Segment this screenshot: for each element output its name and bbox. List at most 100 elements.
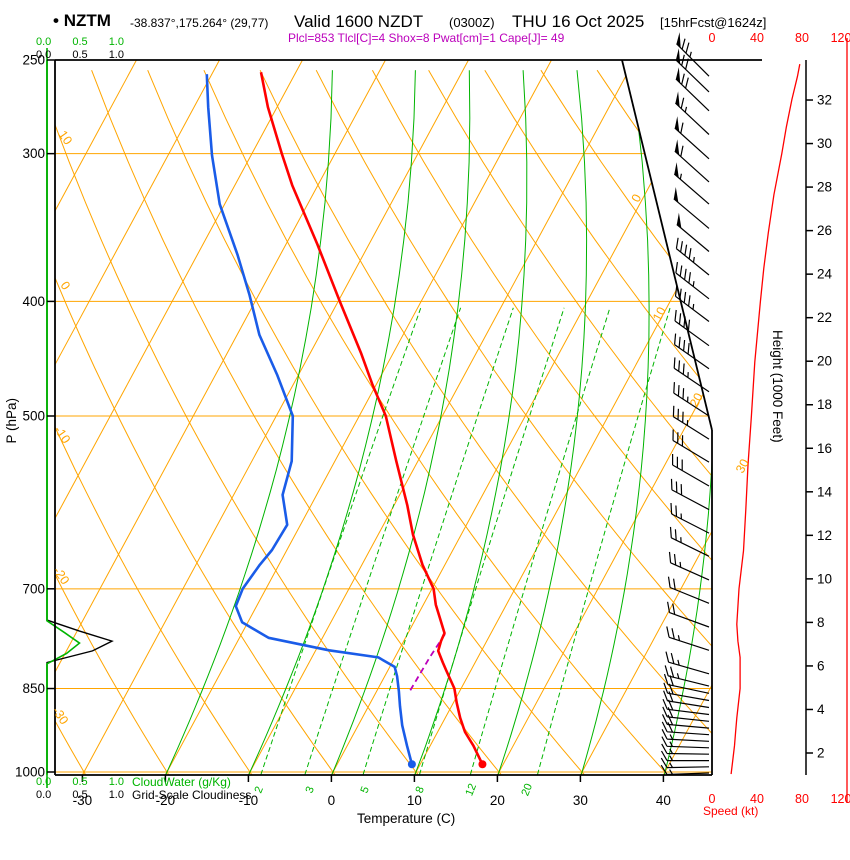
station-coords: -38.837°,175.264° (29,77) (130, 16, 269, 30)
height-tick: 20 (817, 354, 832, 369)
pressure-tick: 300 (22, 146, 45, 161)
isotherm-label: 30 (733, 457, 752, 476)
cloudwater-scale-bottom: 0.0 0.5 1.0 (36, 776, 124, 788)
station-bullet: • (53, 11, 64, 30)
temp-tick: 40 (656, 793, 671, 808)
speed-tick-top: 40 (750, 31, 764, 45)
scale-1: 1.0 (108, 36, 124, 48)
height-tick: 24 (817, 267, 833, 282)
moist-and-mixing-lines (165, 70, 712, 775)
speed-tick-bottom: 0 (709, 792, 716, 806)
dry-adiabat-label: 10 (56, 128, 75, 147)
forecast-hour: [15hrFcst@1624z] (660, 15, 767, 30)
temp-tick: 30 (573, 793, 588, 808)
height-tick: 16 (817, 441, 832, 456)
temp-tick: -10 (239, 793, 259, 808)
temp-tick: 20 (490, 793, 505, 808)
height-tick: 6 (817, 658, 825, 673)
valid-date: THU 16 Oct 2025 (512, 12, 645, 31)
mixing-ratio-label: 2 (253, 785, 266, 795)
height-tick: 32 (817, 93, 832, 108)
scale-0: 0.0 (36, 49, 52, 61)
speed-tick-top: 120 (831, 31, 850, 45)
station-name: NZTM (63, 11, 111, 30)
height-tick: 30 (817, 136, 832, 151)
valid-time: Valid 1600 NZDT (294, 12, 424, 31)
pressure-tick: 700 (22, 581, 45, 596)
scale-05: 0.5 (72, 36, 88, 48)
cloudiness-axis-label: Grid-Scale Cloudiness (132, 788, 252, 802)
plot-frame (54, 59, 762, 776)
speed-axis-label: Speed (kt) (703, 804, 759, 818)
temperature-axis-label: Temperature (C) (357, 811, 456, 826)
scale-05: 0.5 (72, 789, 88, 801)
height-tick: 4 (817, 702, 825, 717)
height-tick: 18 (817, 397, 832, 412)
pressure-tick: 500 (22, 409, 45, 424)
scale-0: 0.0 (36, 36, 52, 48)
height-tick: 22 (817, 310, 832, 325)
height-tick: 14 (817, 484, 833, 499)
speed-tick-top: 0 (709, 31, 716, 45)
cloudwater-scale-top: 0.0 0.5 1.0 (36, 36, 124, 48)
pressure-tick: 250 (22, 53, 45, 68)
speed-tick-bottom: 80 (795, 792, 809, 806)
height-tick: 2 (817, 746, 825, 761)
surface-dewpoint-dot (407, 760, 416, 769)
wind-barbs (660, 32, 710, 776)
scale-05: 0.5 (72, 776, 88, 788)
temp-tick: 0 (328, 793, 336, 808)
isotherm-label: 10 (650, 305, 669, 324)
scale-1: 1.0 (108, 776, 124, 788)
parcel-path (409, 630, 448, 691)
scale-1: 1.0 (108, 789, 124, 801)
isotherm-label: 0 (629, 192, 645, 205)
speed-tick-top: 80 (795, 31, 809, 45)
speed-tick-bottom: 40 (750, 792, 764, 806)
height-tick: 8 (817, 615, 825, 630)
speed-profile: 0 0 40 40 80 80 120 120 (709, 31, 850, 806)
temp-tick: -30 (73, 793, 93, 808)
skewt-grid (55, 60, 712, 775)
valid-zulu: (0300Z) (449, 15, 495, 30)
cloudwater-axis-label: CloudWater (g/Kg) (132, 775, 231, 789)
sounding-indices: Plcl=853 Tlcl[C]=4 Shox=8 Pwat[cm]=1 Cap… (288, 31, 565, 45)
scale-0: 0.0 (36, 776, 52, 788)
pressure-axis-label: P (hPa) (4, 398, 19, 444)
pressure-tick: 1000 (15, 765, 45, 780)
scale-1: 1.0 (108, 49, 124, 61)
surface-temp-dot (478, 760, 487, 769)
cloudiness-scale-top: 0.0 0.5 1.0 (36, 49, 124, 61)
station-label: • NZTM (53, 11, 111, 31)
isotherm-label: 20 (687, 391, 706, 410)
mixing-ratio-label: 12 (463, 782, 479, 798)
height-axis-label: Height (1000 Feet) (770, 330, 785, 443)
cloudiness-scale-bottom: 0.0 0.5 1.0 (36, 789, 124, 801)
mixing-ratio-label: 8 (414, 785, 427, 795)
pressure-tick: 400 (22, 294, 45, 309)
mixing-ratio-label: 20 (519, 782, 535, 798)
dry-adiabat-label: -30 (49, 704, 71, 727)
temperature-axis: -30 -20 -10 0 10 20 30 40 (73, 775, 671, 808)
height-tick: 10 (817, 571, 832, 586)
pressure-axis: 250 300 400 500 700 850 1000 (15, 53, 55, 780)
mixing-ratio-label: 5 (359, 785, 372, 795)
cloud-profiles (46, 48, 114, 788)
temp-tick: -20 (156, 793, 176, 808)
scale-0: 0.0 (36, 789, 52, 801)
temp-tick: 10 (407, 793, 422, 808)
dewpoint-curve (205, 74, 414, 765)
pressure-tick: 850 (22, 681, 45, 696)
height-tick: 12 (817, 528, 832, 543)
mixing-ratio-label: 3 (304, 785, 317, 795)
scale-05: 0.5 (72, 49, 88, 61)
sounding-profiles (205, 71, 487, 769)
temperature-curve (259, 71, 484, 765)
height-tick: 28 (817, 180, 832, 195)
dry-adiabat-label: -20 (50, 564, 72, 587)
height-tick: 26 (817, 223, 832, 238)
